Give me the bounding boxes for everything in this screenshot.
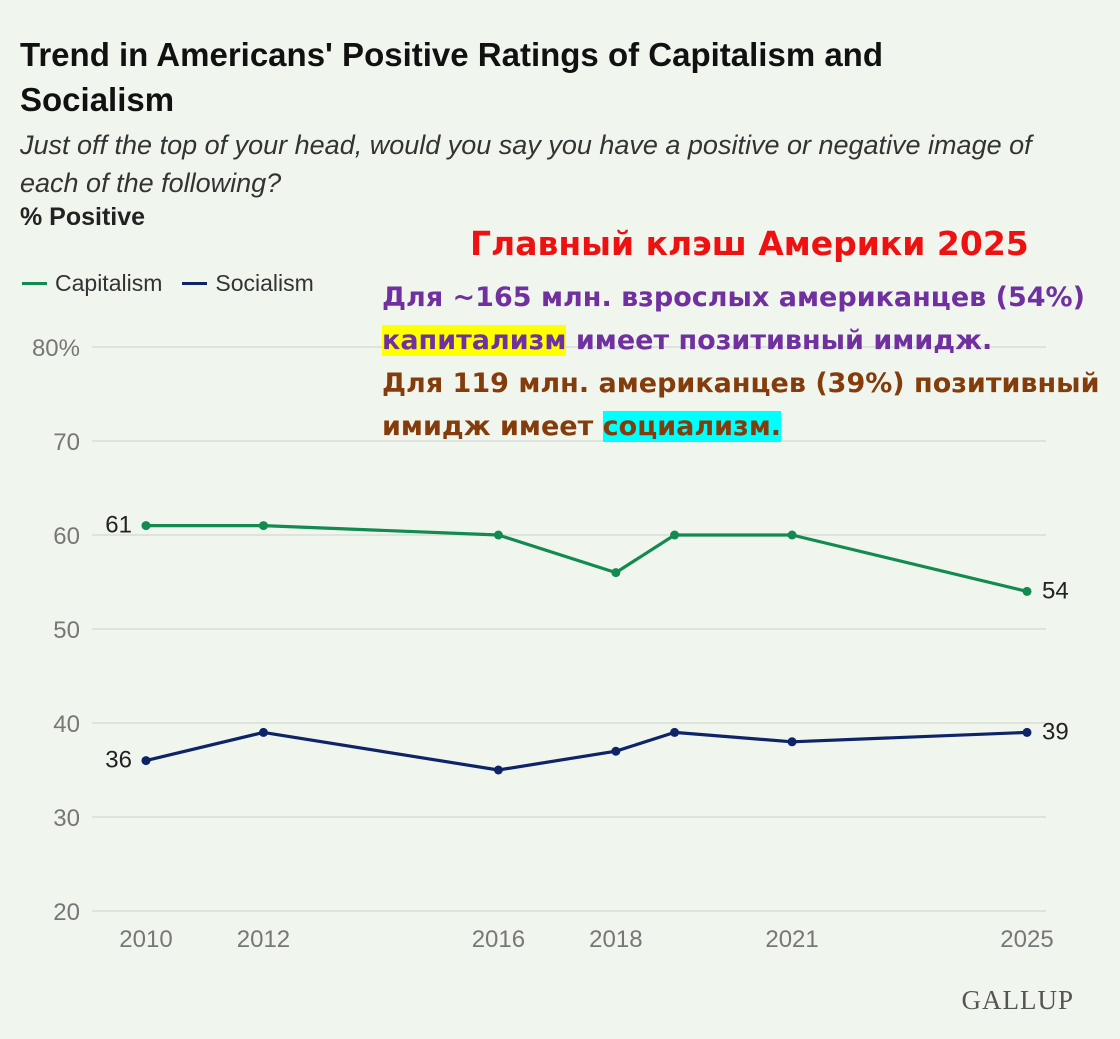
x-tick-label: 2025 bbox=[1000, 926, 1053, 953]
annotation-line-1: Для ~165 млн. взрослых американцев (54%) bbox=[382, 282, 1085, 313]
data-point-capitalism bbox=[141, 521, 151, 531]
y-tick-label: 80% bbox=[32, 335, 80, 362]
y-axis-label: % Positive bbox=[20, 203, 146, 231]
y-tick-label: 30 bbox=[53, 805, 80, 832]
x-tick-label: 2016 bbox=[472, 926, 525, 953]
annotation-line-2-rest: имеет позитивный имидж. bbox=[566, 325, 993, 356]
data-point-socialism bbox=[141, 756, 151, 766]
legend-swatch-capitalism bbox=[22, 282, 47, 285]
data-point-socialism bbox=[611, 746, 621, 756]
series-line-socialism bbox=[145, 730, 1028, 772]
chart-title: Trend in Americans' Positive Ratings of … bbox=[20, 36, 883, 118]
annotation-title: Главный клэш Америки 2025 bbox=[470, 224, 1029, 263]
legend-item-capitalism: Capitalism bbox=[22, 270, 162, 297]
data-point-socialism bbox=[787, 737, 797, 747]
x-tick-label: 2021 bbox=[765, 926, 818, 953]
data-point-capitalism bbox=[670, 530, 680, 540]
data-point-socialism bbox=[493, 765, 503, 775]
data-point-socialism bbox=[1022, 727, 1032, 737]
x-tick-label: 2012 bbox=[237, 926, 290, 953]
y-tick-label: 40 bbox=[53, 711, 80, 738]
y-tick-label: 60 bbox=[53, 523, 80, 550]
data-label-start-socialism: 36 bbox=[105, 747, 132, 774]
annotation-highlight-socialism: социализм. bbox=[602, 411, 782, 442]
legend: Capitalism Socialism bbox=[22, 270, 334, 297]
legend-swatch-socialism bbox=[182, 282, 208, 285]
data-point-capitalism bbox=[258, 521, 268, 531]
gallup-logo: GALLUP bbox=[961, 985, 1074, 1015]
y-tick-label: 20 bbox=[53, 899, 80, 926]
annotation-line-3: Для 119 млн. американцев (39%) позитивны… bbox=[382, 368, 1100, 399]
legend-item-socialism: Socialism bbox=[182, 270, 314, 297]
chart-subtitle: Just off the top of your head, would you… bbox=[20, 130, 1032, 198]
data-label-end-socialism: 39 bbox=[1042, 718, 1069, 745]
legend-label-capitalism: Capitalism bbox=[55, 270, 163, 296]
y-tick-label: 50 bbox=[53, 617, 80, 644]
legend-label-socialism: Socialism bbox=[215, 270, 314, 296]
annotation-highlight-capitalism: капитализм bbox=[382, 325, 567, 356]
annotation-line-4-start: имидж имеет bbox=[382, 411, 603, 442]
data-label-start-capitalism: 61 bbox=[105, 512, 132, 539]
x-tick-label: 2018 bbox=[589, 926, 642, 953]
y-tick-label: 70 bbox=[53, 429, 80, 456]
annotation-line-4: имидж имеет социализм. bbox=[382, 405, 782, 448]
annotation-line-2: капитализм имеет позитивный имидж. bbox=[382, 319, 992, 362]
data-label-end-capitalism: 54 bbox=[1042, 577, 1069, 604]
data-point-socialism bbox=[670, 727, 680, 737]
data-point-capitalism bbox=[1022, 586, 1032, 596]
data-point-socialism bbox=[258, 727, 268, 737]
data-point-capitalism bbox=[611, 568, 621, 578]
data-point-capitalism bbox=[493, 530, 503, 540]
data-point-capitalism bbox=[787, 530, 797, 540]
x-tick-label: 2010 bbox=[119, 926, 172, 953]
